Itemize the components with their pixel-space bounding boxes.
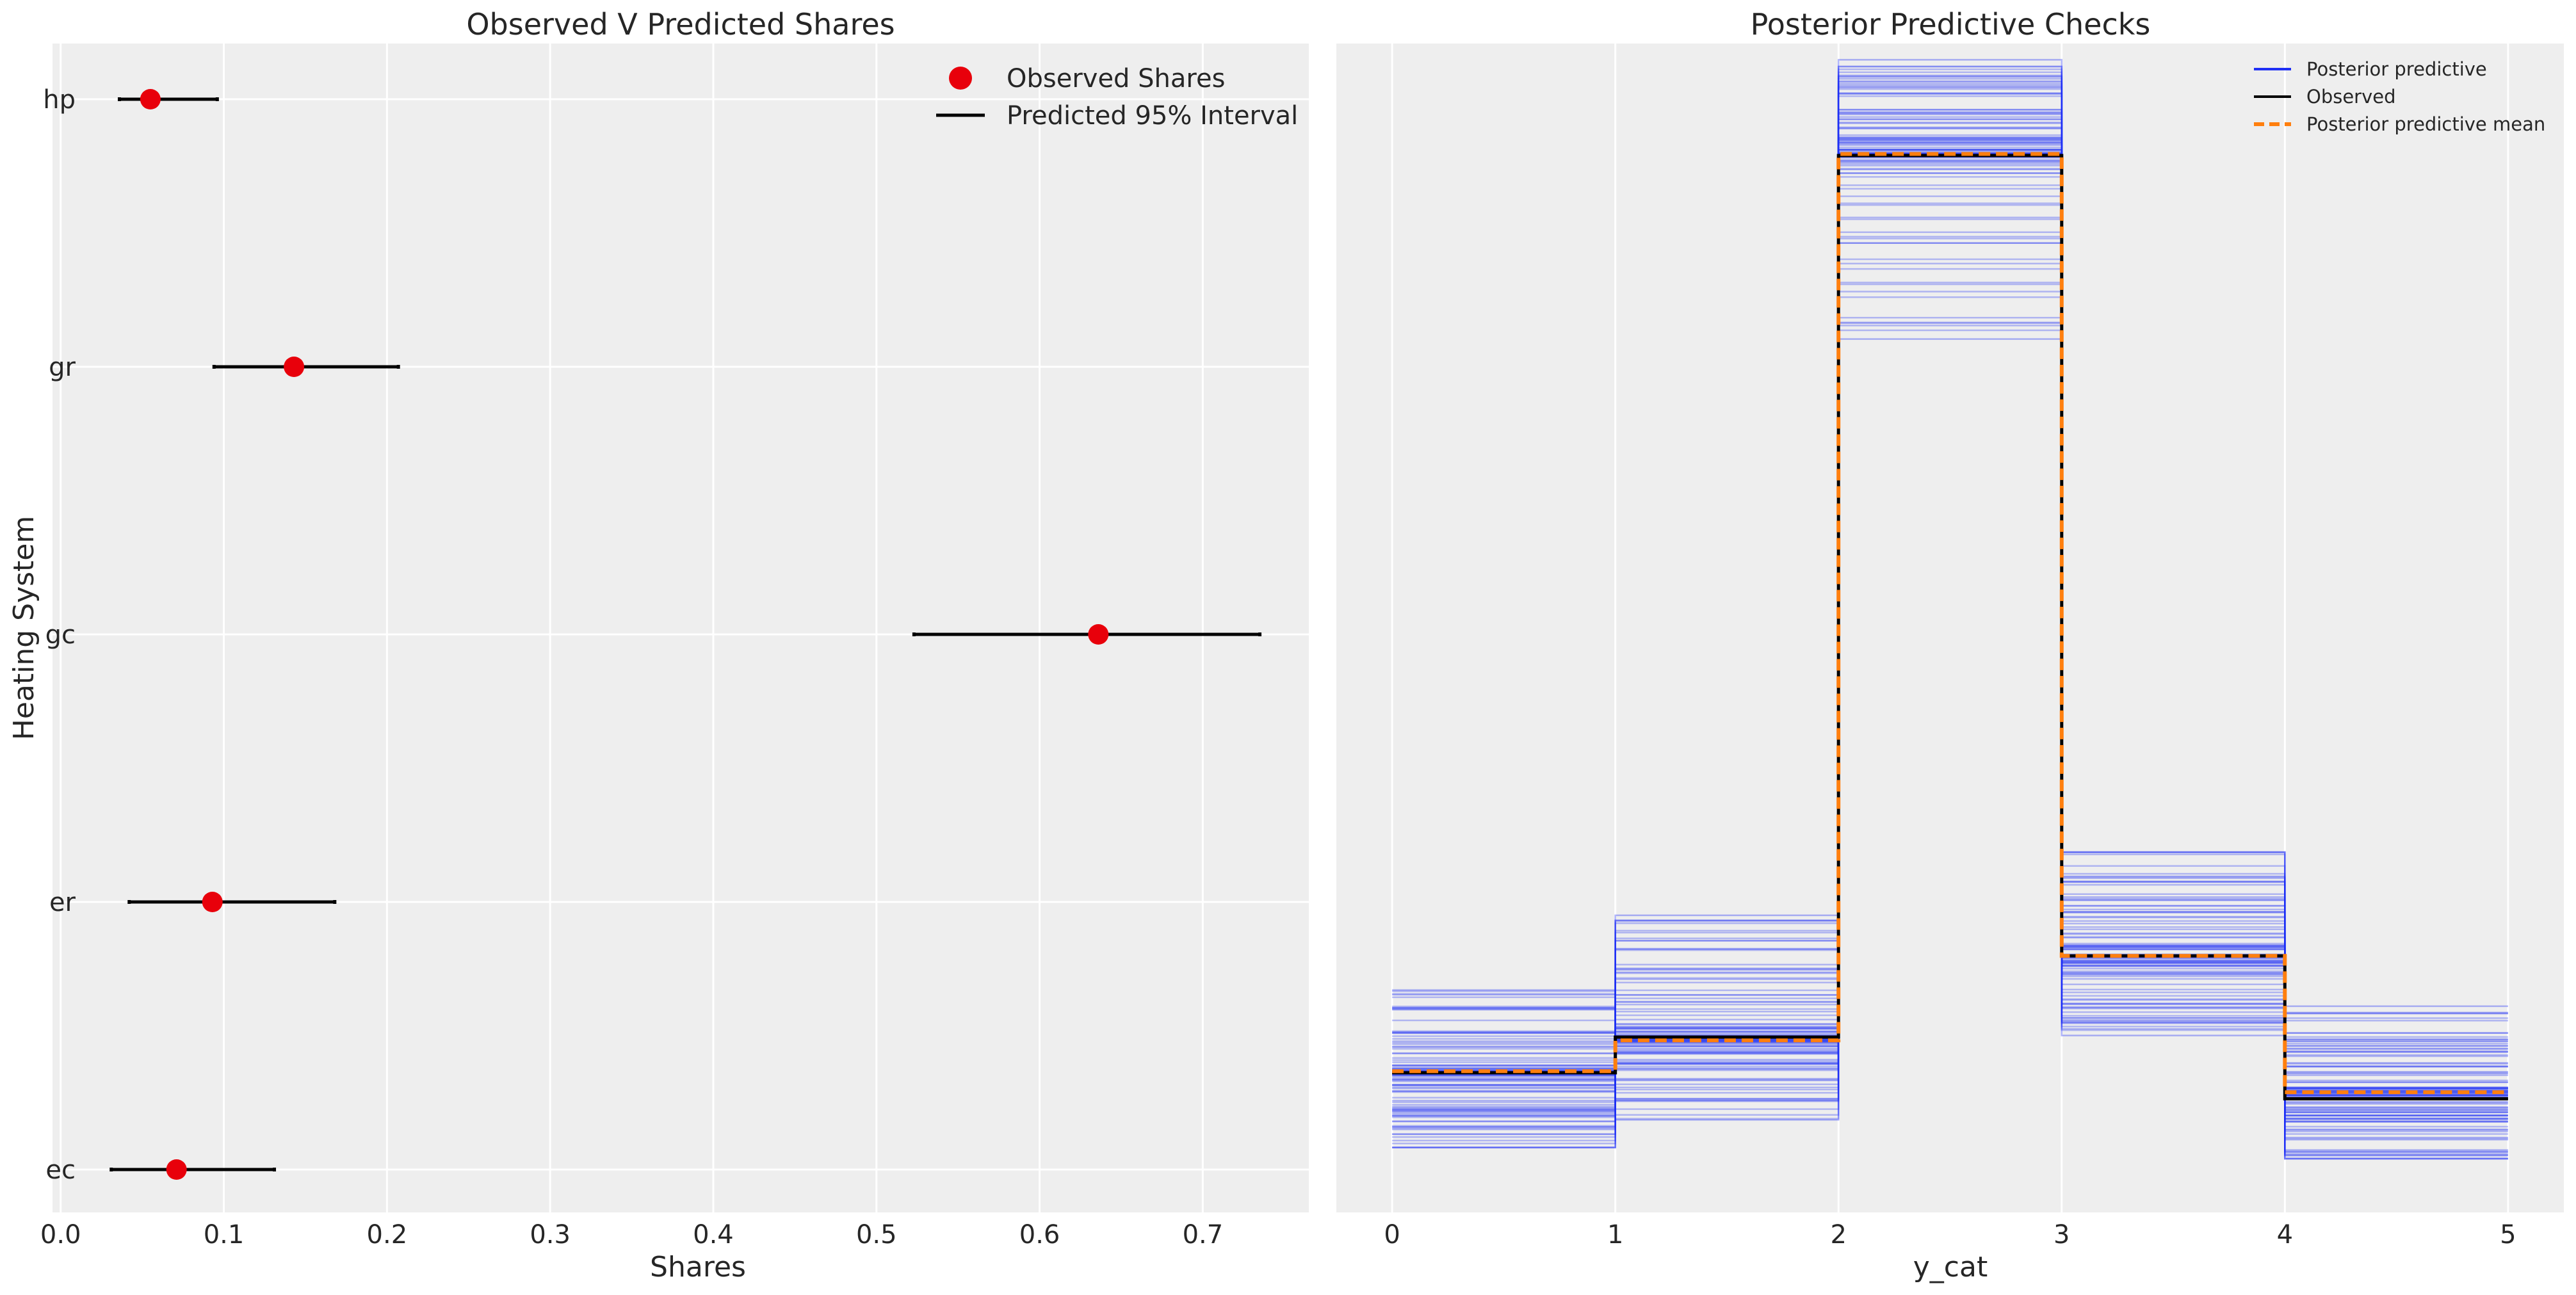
y-tick-label: gc — [45, 620, 76, 650]
x-tick-label: 0.2 — [367, 1220, 408, 1250]
observed-point-gr — [284, 357, 305, 377]
x-tick-label: 0.4 — [693, 1220, 734, 1250]
legend-label-posterior-predictive: Posterior predictive — [2306, 58, 2487, 80]
chart-title-left: Observed V Predicted Shares — [466, 7, 895, 42]
x-tick-label: 3 — [2054, 1220, 2070, 1250]
x-tick-label: 5 — [2500, 1220, 2516, 1250]
y-tick-label: ec — [45, 1155, 76, 1185]
x-tick-label: 0.7 — [1183, 1220, 1224, 1250]
legend-label-observed: Observed — [2306, 86, 2396, 108]
observed-vs-predicted-panel: 0.0 0.1 0.2 0.3 0.4 0.5 0.6 0.7 hp gr gc er ec Obser… — [8, 7, 1309, 1283]
x-tick-label: 4 — [2277, 1220, 2293, 1250]
legend-marker-observed-shares — [949, 67, 972, 90]
observed-point-ec — [166, 1159, 187, 1180]
plot-area — [1336, 44, 2564, 1212]
posterior-predictive-panel: 0 1 2 3 4 5 Posterior Predictive Checks y_cat… — [1336, 7, 2564, 1283]
tick-labels: 0.0 0.1 0.2 0.3 0.4 0.5 0.6 0.7 hp gr gc er ec — [40, 85, 1223, 1250]
series — [109, 89, 1262, 1180]
x-tick-label: 2 — [1831, 1220, 1847, 1250]
x-tick-label: 0.1 — [204, 1220, 245, 1250]
observed-point-er — [202, 892, 223, 912]
x-tick-label: 0.6 — [1019, 1220, 1060, 1250]
legend-right: Posterior predictive Observed Posterior … — [2254, 58, 2545, 135]
plot-area — [53, 44, 1309, 1212]
tick-labels: 0 1 2 3 4 5 — [1384, 1220, 2516, 1250]
y-axis-label-left: Heating System — [8, 516, 40, 740]
y-tick-label: hp — [43, 85, 76, 115]
chart-title-right: Posterior Predictive Checks — [1751, 7, 2151, 42]
legend-label-predicted-interval: Predicted 95% Interval — [1007, 101, 1298, 131]
x-tick-label: 0 — [1384, 1220, 1400, 1250]
x-axis-label-left: Shares — [650, 1251, 746, 1283]
x-tick-label: 0.3 — [530, 1220, 571, 1250]
observed-point-gc — [1088, 624, 1109, 645]
legend-label-observed-shares: Observed Shares — [1007, 64, 1225, 93]
posterior-predictive-envelope-high — [1392, 59, 2508, 1008]
y-tick-label: er — [49, 888, 76, 917]
posterior-mean-step-line — [1392, 152, 2508, 1095]
x-tick-label: 0.5 — [856, 1220, 897, 1250]
x-tick-label: 0.0 — [40, 1220, 81, 1250]
observed-point-hp — [140, 89, 161, 109]
posterior-predictive-line — [1392, 149, 2508, 1072]
series — [1392, 59, 2508, 1160]
x-tick-label: 1 — [1607, 1220, 1623, 1250]
x-axis-label-right: y_cat — [1913, 1251, 1988, 1283]
legend-left: Observed Shares Predicted 95% Interval — [936, 64, 1298, 131]
legend-label-posterior-mean: Posterior predictive mean — [2306, 113, 2545, 135]
y-tick-label: gr — [49, 353, 76, 382]
